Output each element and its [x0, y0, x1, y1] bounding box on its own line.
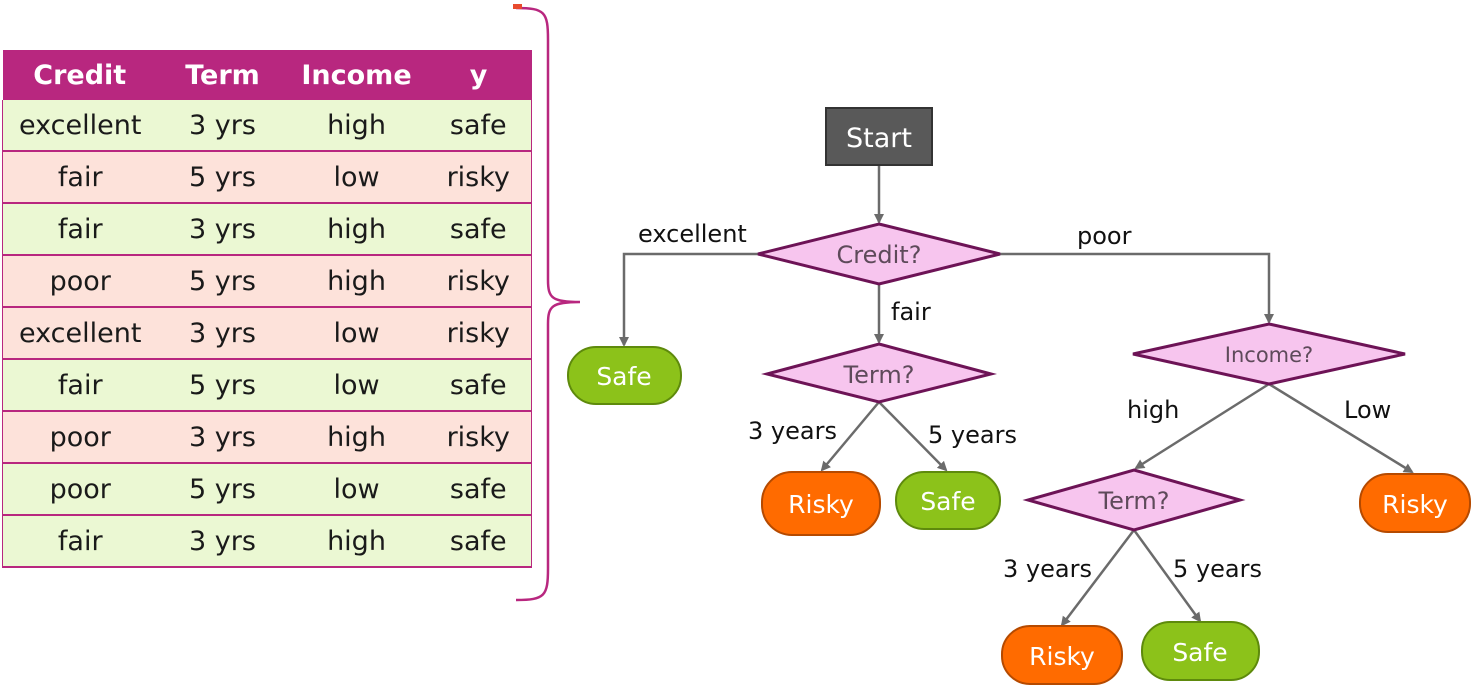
- table-body: excellent 3 yrs high safe fair 5 yrs low risky f…: [2, 100, 532, 568]
- table-row: fair 3 yrs high safe: [2, 515, 532, 568]
- table-cell: fair: [2, 515, 158, 568]
- leaf-risky-fair-3-label: Risky: [788, 490, 854, 519]
- table-header-cell: y: [425, 50, 532, 100]
- edge-label-high: high: [1127, 396, 1179, 424]
- table-cell: low: [287, 463, 426, 516]
- leaf-risky-fair-3: Risky: [761, 471, 881, 536]
- decision-term-fair: Term?: [761, 342, 997, 404]
- decision-income: Income?: [1132, 322, 1406, 386]
- table-cell: 3 yrs: [157, 100, 288, 152]
- table-cell: 5 yrs: [157, 151, 288, 204]
- leaf-safe-excellent: Safe: [567, 346, 682, 405]
- decision-term-poor-label: Term?: [1098, 487, 1170, 515]
- table-cell: 5 yrs: [157, 255, 288, 308]
- table-row: excellent 3 yrs low risky: [2, 307, 532, 360]
- leaf-safe-excellent-label: Safe: [596, 362, 651, 391]
- training-data-table: Credit Term Income y excellent 3 yrs high safe…: [2, 50, 532, 568]
- leaf-risky-high-3-label: Risky: [1029, 642, 1095, 671]
- decision-term-poor: Term?: [1022, 468, 1246, 532]
- table-cell: poor: [2, 411, 158, 464]
- leaf-safe-fair-5: Safe: [895, 471, 1001, 530]
- leaf-safe-high-5-label: Safe: [1172, 638, 1227, 667]
- table-cell: risky: [425, 411, 532, 464]
- edge-label-fair: fair: [891, 298, 931, 326]
- table-cell: risky: [425, 255, 532, 308]
- leaf-risky-low-label: Risky: [1382, 490, 1448, 519]
- edge-label-high-5-years: 5 years: [1173, 555, 1262, 583]
- table-header-cell: Credit: [2, 50, 158, 100]
- table-cell: fair: [2, 203, 158, 256]
- edge-term-fair-3: [820, 401, 880, 472]
- table-row: poor 3 yrs high risky: [2, 411, 532, 464]
- edge-income-high: [1134, 382, 1270, 470]
- edge-labels: excellent poor fair 3 years 5 years high…: [638, 220, 1391, 583]
- decision-term-fair-label: Term?: [843, 361, 915, 389]
- edge-term-poor-5: [1132, 529, 1202, 623]
- table-cell: 5 yrs: [157, 359, 288, 412]
- table-cell: high: [287, 203, 426, 256]
- edge-label-low: Low: [1344, 396, 1391, 424]
- table-cell: risky: [425, 151, 532, 204]
- table-cell: 3 yrs: [157, 515, 288, 568]
- table-header-row: Credit Term Income y: [2, 50, 532, 100]
- table-header-cell: Income: [287, 50, 426, 100]
- edge-label-fair-3-years: 3 years: [748, 417, 837, 445]
- table-cell: fair: [2, 359, 158, 412]
- table-cell: safe: [425, 359, 532, 412]
- table-row: fair 3 yrs high safe: [2, 203, 532, 256]
- table-cell: poor: [2, 463, 158, 516]
- table-cell: safe: [425, 463, 532, 516]
- leaf-risky-low: Risky: [1359, 473, 1471, 533]
- decision-credit: Credit?: [757, 222, 1001, 286]
- edge-label-fair-5-years: 5 years: [928, 421, 1017, 449]
- start-node: Start: [825, 107, 933, 166]
- table-row: fair 5 yrs low risky: [2, 151, 532, 204]
- edge-label-poor: poor: [1077, 222, 1132, 250]
- edge-term-poor-3: [1060, 529, 1135, 627]
- table-cell: low: [287, 307, 426, 360]
- table-cell: 5 yrs: [157, 463, 288, 516]
- tree-edges: [619, 166, 1414, 627]
- table-row: excellent 3 yrs high safe: [2, 100, 532, 152]
- edge-credit-poor: [1000, 252, 1274, 324]
- table-cell: fair: [2, 151, 158, 204]
- edge-credit-excellent: [619, 252, 758, 347]
- table-cell: high: [287, 100, 426, 152]
- training-data-table-container: Credit Term Income y excellent 3 yrs high safe…: [2, 50, 532, 568]
- start-node-label: Start: [846, 123, 912, 154]
- table-cell: low: [287, 359, 426, 412]
- table-row: fair 5 yrs low safe: [2, 359, 532, 412]
- bracket-tip-mark: [513, 4, 522, 9]
- table-cell: excellent: [2, 307, 158, 360]
- table-header-cell: Term: [157, 50, 288, 100]
- leaf-risky-high-3: Risky: [1001, 625, 1123, 685]
- table-cell: excellent: [2, 100, 158, 152]
- table-cell: high: [287, 255, 426, 308]
- bracket-brace: [515, 6, 581, 602]
- table-row: poor 5 yrs low safe: [2, 463, 532, 516]
- leaf-safe-high-5: Safe: [1141, 621, 1260, 681]
- table-cell: poor: [2, 255, 158, 308]
- decision-credit-label: Credit?: [837, 241, 922, 269]
- edge-label-excellent: excellent: [638, 220, 747, 248]
- table-cell: risky: [425, 307, 532, 360]
- table-cell: high: [287, 515, 426, 568]
- edge-income-low: [1268, 382, 1414, 474]
- table-cell: safe: [425, 100, 532, 152]
- table-cell: safe: [425, 203, 532, 256]
- edge-term-fair-5: [878, 401, 948, 472]
- table-cell: 3 yrs: [157, 411, 288, 464]
- table-cell: safe: [425, 515, 532, 568]
- table-cell: 3 yrs: [157, 307, 288, 360]
- edge-label-high-3-years: 3 years: [1003, 555, 1092, 583]
- leaf-safe-fair-5-label: Safe: [920, 487, 975, 516]
- decision-income-label: Income?: [1225, 343, 1313, 367]
- table-cell: 3 yrs: [157, 203, 288, 256]
- table-cell: low: [287, 151, 426, 204]
- table-row: poor 5 yrs high risky: [2, 255, 532, 308]
- table-cell: high: [287, 411, 426, 464]
